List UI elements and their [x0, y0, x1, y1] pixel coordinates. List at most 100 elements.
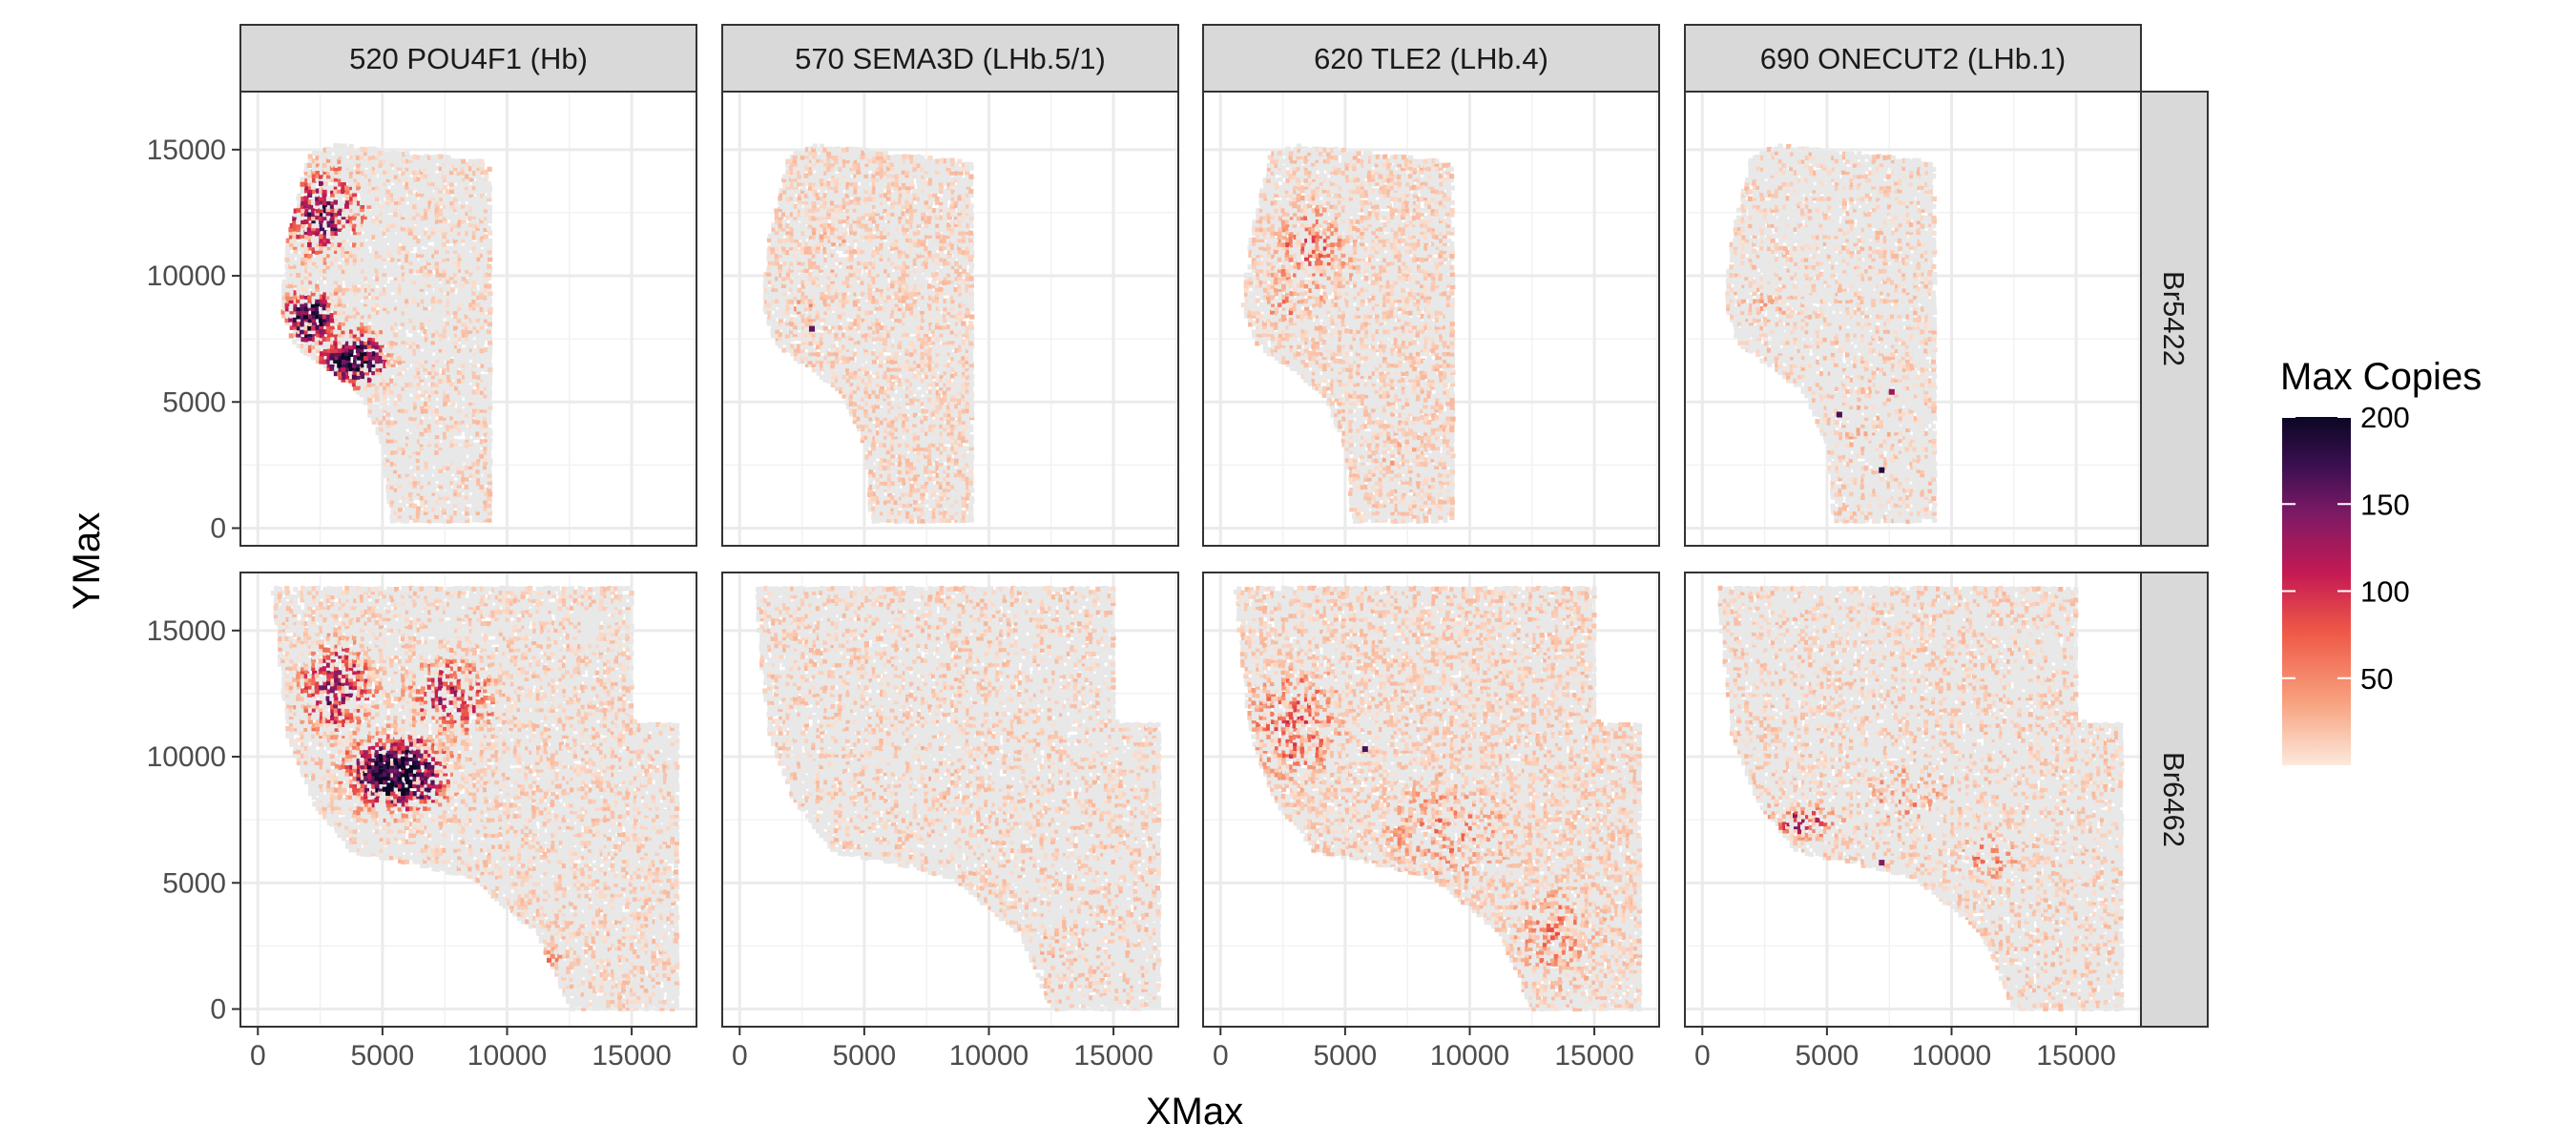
spot: [352, 151, 357, 156]
spot: [412, 204, 417, 209]
spot: [311, 277, 316, 281]
spot: [405, 518, 409, 523]
spot: [450, 402, 455, 406]
spot: [426, 439, 431, 444]
spot: [300, 182, 304, 187]
spot: [307, 242, 312, 247]
spot: [408, 189, 413, 194]
spot: [383, 242, 387, 247]
spot: [301, 177, 305, 182]
spot: [468, 325, 473, 330]
spot: [434, 254, 439, 259]
spot: [360, 200, 364, 205]
panel-br5422-520-pou4f1-hb: [240, 92, 696, 546]
spot: [397, 356, 402, 361]
spot: [412, 242, 417, 247]
spot: [434, 165, 439, 170]
spot: [349, 144, 354, 149]
spot: [479, 485, 484, 489]
spot: [453, 439, 458, 444]
spot: [345, 254, 350, 259]
spot: [333, 329, 338, 334]
facet-panels: [240, 92, 2141, 1027]
spot: [401, 246, 405, 251]
spot: [426, 329, 431, 334]
spot: [364, 246, 368, 251]
spot: [296, 219, 301, 224]
spot: [307, 193, 312, 198]
spot: [338, 299, 343, 303]
spot: [393, 193, 398, 198]
spot: [457, 408, 462, 413]
spot: [364, 182, 368, 187]
spot: [393, 151, 398, 156]
spot: [465, 348, 469, 353]
spot: [438, 389, 443, 394]
spot: [464, 485, 468, 489]
spot: [319, 329, 323, 334]
spot: [479, 333, 484, 338]
spot: [307, 336, 312, 341]
spot: [408, 283, 413, 288]
spot: [408, 253, 413, 258]
spot: [467, 200, 472, 205]
spot: [352, 208, 357, 213]
spot: [352, 375, 357, 380]
spot: [296, 241, 301, 246]
spot: [303, 288, 308, 293]
spot: [329, 318, 334, 323]
spot: [315, 299, 320, 303]
spot: [285, 258, 290, 262]
spot: [385, 420, 390, 425]
spot: [460, 208, 465, 213]
spot: [382, 268, 386, 273]
spot: [420, 500, 425, 505]
spot: [389, 242, 394, 247]
spot: [416, 394, 421, 399]
spot: [423, 272, 427, 277]
spot: [367, 398, 372, 403]
spot: [292, 322, 297, 326]
spot: [322, 163, 327, 168]
spot: [364, 356, 368, 361]
spot: [442, 242, 447, 247]
spot: [348, 235, 353, 239]
spot: [408, 177, 413, 182]
spot: [360, 310, 364, 315]
spot: [300, 329, 304, 334]
spot: [446, 284, 450, 289]
spot: [356, 318, 361, 323]
spot: [465, 443, 469, 448]
spot: [446, 447, 450, 451]
spot: [457, 416, 462, 421]
spot: [356, 299, 361, 303]
spot: [405, 151, 409, 156]
spot: [449, 382, 454, 386]
spot: [385, 260, 390, 265]
spot: [379, 420, 384, 425]
spot: [371, 283, 376, 288]
spot: [438, 223, 443, 228]
spot: [438, 402, 443, 406]
spot: [378, 151, 383, 156]
spot: [465, 250, 469, 255]
spot: [480, 348, 485, 353]
spot: [385, 450, 390, 455]
spot: [416, 409, 421, 414]
spot: [375, 288, 380, 293]
spot: [341, 367, 345, 372]
spot: [457, 511, 462, 516]
spot: [405, 356, 409, 361]
spot: [471, 424, 476, 428]
spot: [371, 279, 376, 283]
spot: [356, 174, 361, 178]
spot: [405, 370, 409, 375]
spot: [457, 397, 462, 402]
spot: [382, 355, 386, 360]
spot: [446, 208, 450, 213]
spot: [393, 235, 398, 239]
spot: [461, 499, 466, 504]
spot: [371, 147, 376, 152]
spot: [475, 212, 480, 217]
